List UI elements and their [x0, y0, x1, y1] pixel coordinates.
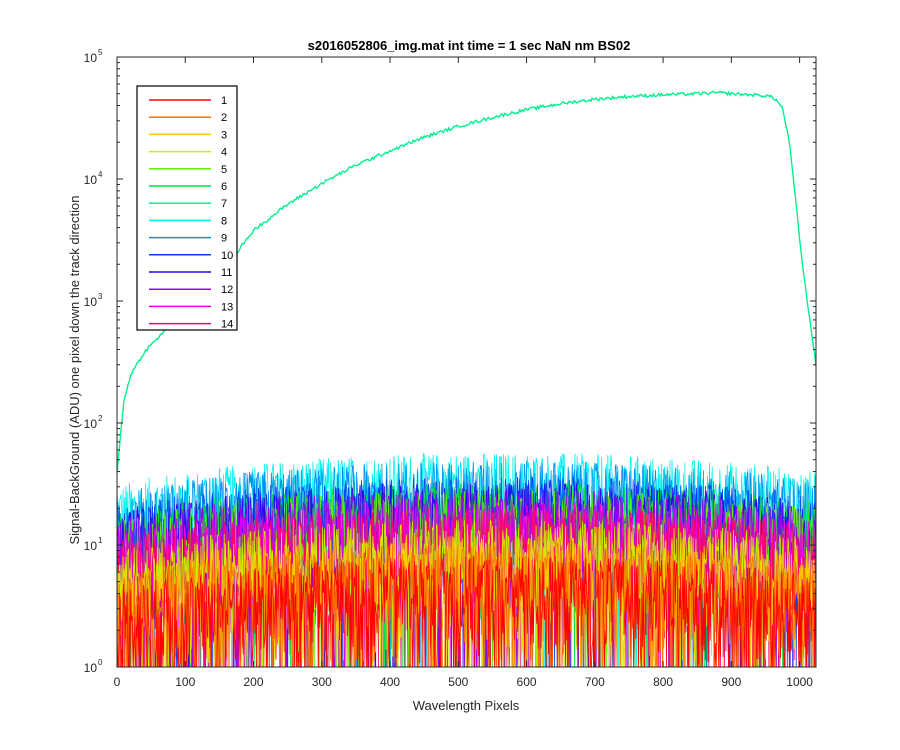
legend-label: 12 [221, 284, 233, 296]
legend-label: 5 [221, 164, 227, 176]
axes-box [116, 56, 817, 668]
y-tick-label: 10 [84, 661, 98, 675]
x-tick-label: 500 [448, 675, 468, 689]
legend-label: 1 [221, 95, 227, 107]
y-tick-label: 10 [84, 51, 98, 65]
legend-label: 11 [221, 267, 232, 279]
y-tick-label: 10 [84, 295, 98, 309]
legend-label: 13 [221, 301, 233, 313]
x-tick-label: 800 [653, 675, 673, 689]
x-tick-label: 300 [312, 675, 332, 689]
x-tick-label: 0 [114, 675, 121, 689]
legend-label: 9 [221, 233, 227, 245]
x-tick-label: 900 [721, 675, 741, 689]
legend-label: 2 [221, 112, 227, 124]
y-tick-exponent: 0 [98, 658, 103, 667]
y-axis-label: Signal-BackGround (ADU) one pixel down t… [67, 195, 82, 544]
x-tick-label: 100 [175, 675, 195, 689]
legend-label: 7 [221, 198, 227, 210]
x-tick-label: 400 [380, 675, 400, 689]
y-tick-label: 10 [84, 417, 98, 431]
legend-label: 14 [221, 319, 233, 331]
y-tick-exponent: 2 [98, 414, 103, 423]
series-layer [117, 90, 816, 667]
y-tick-label: 10 [84, 173, 98, 187]
y-tick-exponent: 3 [98, 292, 103, 301]
legend-label: 8 [221, 215, 227, 227]
legend-label: 10 [221, 250, 233, 262]
y-tick-exponent: 4 [98, 170, 103, 179]
x-axis-ticks: 0 100 200 300 400 500 600 700 800 900 1000 [114, 57, 813, 689]
legend-label: 3 [221, 129, 227, 141]
y-tick-exponent: 1 [98, 536, 103, 545]
chart-title: s2016052806_img.mat int time = 1 sec NaN… [308, 38, 631, 53]
y-tick-label: 10 [84, 539, 98, 553]
x-tick-label: 1000 [786, 675, 813, 689]
x-tick-label: 600 [517, 675, 537, 689]
x-tick-label: 700 [585, 675, 605, 689]
x-tick-label: 200 [244, 675, 264, 689]
legend-label: 4 [221, 147, 227, 159]
x-axis-label: Wavelength Pixels [413, 698, 520, 713]
legend-label: 6 [221, 181, 227, 193]
y-tick-exponent: 5 [98, 48, 103, 57]
series-line [117, 555, 816, 667]
